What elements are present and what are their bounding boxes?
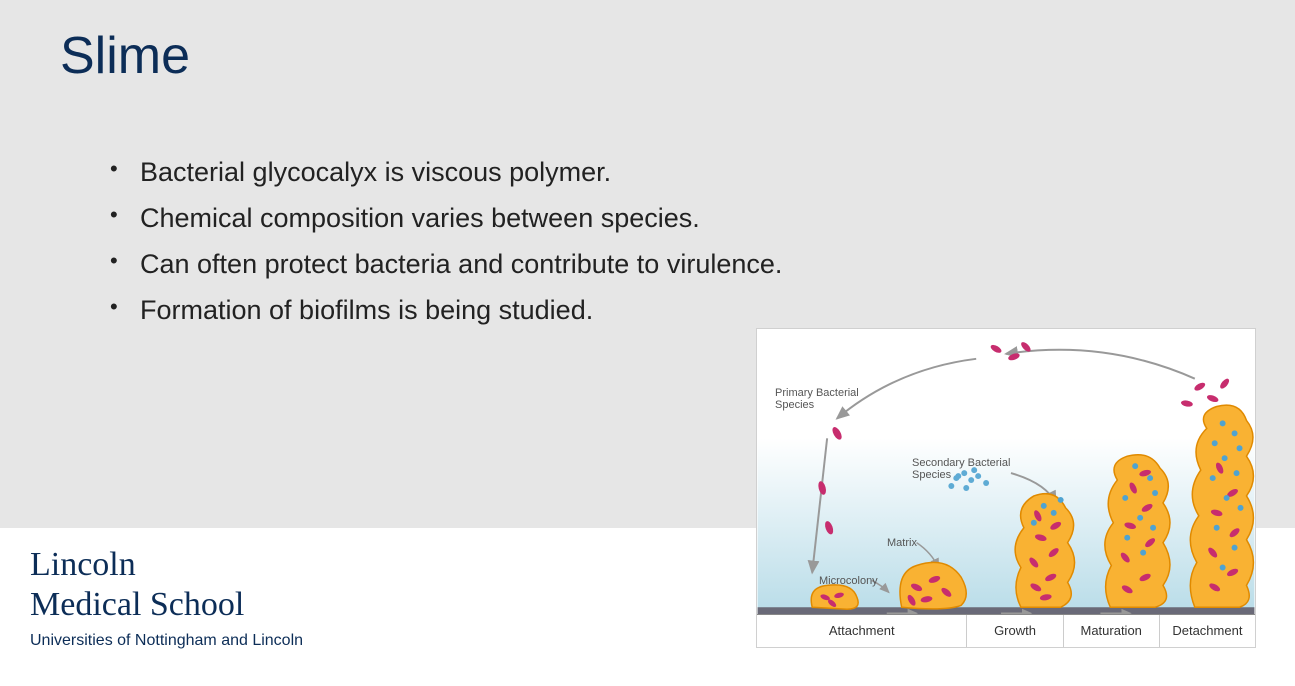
diagram-stage: Detachment: [1160, 615, 1255, 647]
diagram-label-microcolony: Microcolony: [819, 575, 878, 587]
diagram-label-primary: Primary Bacterial Species: [775, 387, 865, 411]
logo-line-1: Lincoln: [30, 548, 303, 582]
diagram-label-secondary: Secondary Bacterial Species: [912, 457, 1012, 481]
logo-subtitle: Universities of Nottingham and Lincoln: [30, 632, 303, 650]
bullet-item: Formation of biofilms is being studied.: [100, 290, 1000, 332]
diagram-stage: Maturation: [1064, 615, 1160, 647]
biofilm-diagram: Primary Bacterial Species Secondary Bact…: [756, 328, 1256, 648]
diagram-stage: Growth: [967, 615, 1063, 647]
slide: Slime Bacterial glycocalyx is viscous po…: [0, 0, 1295, 686]
diagram-stage-row: Attachment Growth Maturation Detachment: [757, 614, 1255, 647]
bullet-item: Chemical composition varies between spec…: [100, 198, 1000, 240]
biofilm-svg: [757, 329, 1255, 647]
bullet-list: Bacterial glycocalyx is viscous polymer.…: [100, 152, 1000, 335]
bullet-item: Can often protect bacteria and contribut…: [100, 244, 1000, 286]
logo-line-2: Medical School: [30, 588, 303, 622]
diagram-label-matrix: Matrix: [887, 537, 917, 549]
institution-logo: Lincoln Medical School Universities of N…: [30, 548, 303, 650]
slide-title: Slime: [60, 26, 190, 86]
bullet-item: Bacterial glycocalyx is viscous polymer.: [100, 152, 1000, 194]
diagram-stage: Attachment: [757, 615, 967, 647]
